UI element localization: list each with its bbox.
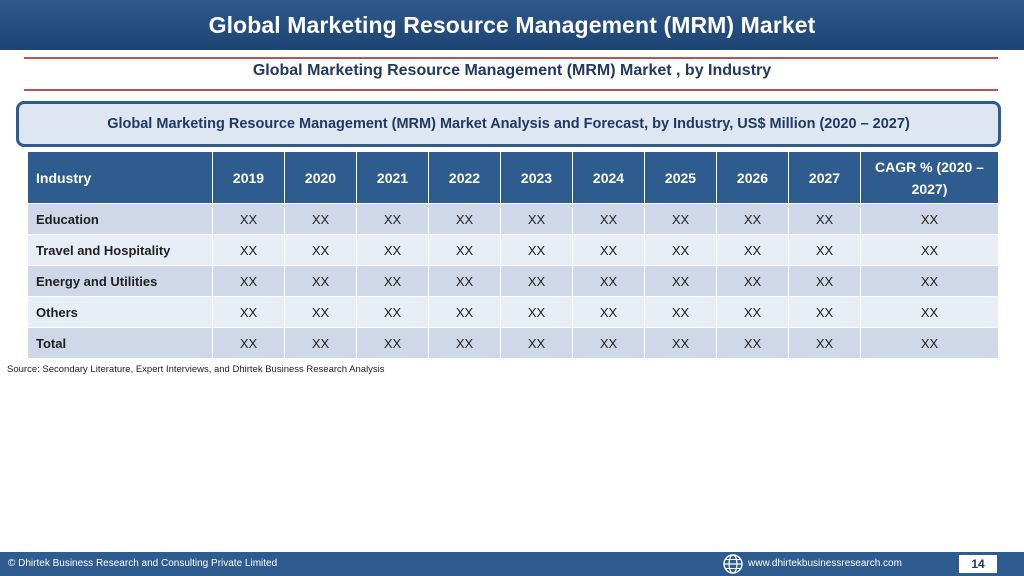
- table-cell: XX: [428, 296, 501, 328]
- table-cell: XX: [644, 265, 717, 297]
- table-row-energy-utilities: Energy and Utilities XX XX XX XX XX XX X…: [27, 265, 999, 297]
- column-header-2023: 2023: [500, 151, 573, 204]
- copyright-text: © Dhirtek Business Research and Consulti…: [8, 558, 278, 569]
- table-cell: XX: [500, 327, 573, 359]
- table-cell: XX: [428, 265, 501, 297]
- source-note: Source: Secondary Literature, Expert Int…: [7, 364, 385, 375]
- table-cell: XX: [356, 296, 429, 328]
- table-cell: XX: [788, 265, 861, 297]
- table-cell: XX: [644, 327, 717, 359]
- globe-icon: [722, 553, 744, 575]
- column-header-2022: 2022: [428, 151, 501, 204]
- row-label: Education: [27, 203, 213, 235]
- table-cell: XX: [716, 265, 789, 297]
- table-cell: XX: [572, 327, 645, 359]
- table-cell: XX: [860, 234, 999, 266]
- table-cell: XX: [572, 203, 645, 235]
- table-cell: XX: [788, 234, 861, 266]
- row-label: Energy and Utilities: [27, 265, 213, 297]
- table-cell: XX: [716, 296, 789, 328]
- table-cell: XX: [212, 296, 285, 328]
- table-cell: XX: [284, 296, 357, 328]
- row-label: Others: [27, 296, 213, 328]
- table-cell: XX: [356, 327, 429, 359]
- table-cell: XX: [212, 203, 285, 235]
- table-cell: XX: [284, 327, 357, 359]
- title-bar: Global Marketing Resource Management (MR…: [0, 0, 1024, 50]
- table-row-others: Others XX XX XX XX XX XX XX XX XX XX: [27, 296, 999, 328]
- table-cell: XX: [860, 327, 999, 359]
- column-header-2020: 2020: [284, 151, 357, 204]
- table-cell: XX: [572, 296, 645, 328]
- column-header-2024: 2024: [572, 151, 645, 204]
- table-cell: XX: [356, 203, 429, 235]
- table-row-education: Education XX XX XX XX XX XX XX XX XX XX: [27, 203, 999, 235]
- table-cell: XX: [428, 234, 501, 266]
- section-subtitle: Global Marketing Resource Management (MR…: [252, 62, 772, 79]
- table-cell: XX: [428, 203, 501, 235]
- table-cell: XX: [500, 234, 573, 266]
- top-divider: [24, 57, 998, 59]
- website-link[interactable]: www.dhirtekbusinessresearch.com: [748, 558, 902, 569]
- table-cell: XX: [356, 234, 429, 266]
- row-label: Travel and Hospitality: [27, 234, 213, 266]
- table-cell: XX: [644, 203, 717, 235]
- table-row-total: Total XX XX XX XX XX XX XX XX XX XX: [27, 327, 999, 359]
- row-label: Total: [27, 327, 213, 359]
- table-cell: XX: [788, 327, 861, 359]
- table-cell: XX: [356, 265, 429, 297]
- table-cell: XX: [284, 234, 357, 266]
- table-cell: XX: [716, 203, 789, 235]
- table-cell: XX: [644, 296, 717, 328]
- table-cell: XX: [428, 327, 501, 359]
- column-header-2027: 2027: [788, 151, 861, 204]
- table-cell: XX: [788, 203, 861, 235]
- bottom-divider: [24, 89, 998, 91]
- industry-forecast-table: Industry 2019 2020 2021 2022 2023 2024 2…: [27, 151, 999, 359]
- table-cell: XX: [284, 265, 357, 297]
- table-cell: XX: [212, 327, 285, 359]
- table-cell: XX: [212, 265, 285, 297]
- table-cell: XX: [860, 203, 999, 235]
- table-cell: XX: [212, 234, 285, 266]
- column-header-2021: 2021: [356, 151, 429, 204]
- table-caption: Global Marketing Resource Management (MR…: [107, 116, 910, 132]
- table-caption-banner: Global Marketing Resource Management (MR…: [16, 101, 1001, 147]
- table-cell: XX: [716, 234, 789, 266]
- page-title: Global Marketing Resource Management (MR…: [208, 11, 816, 38]
- table-cell: XX: [644, 234, 717, 266]
- table-cell: XX: [788, 296, 861, 328]
- table-cell: XX: [860, 296, 999, 328]
- table-cell: XX: [500, 265, 573, 297]
- table-cell: XX: [860, 265, 999, 297]
- table-cell: XX: [716, 327, 789, 359]
- column-header-cagr: CAGR % (2020 – 2027): [860, 151, 999, 204]
- table-row-travel-hospitality: Travel and Hospitality XX XX XX XX XX XX…: [27, 234, 999, 266]
- table-cell: XX: [284, 203, 357, 235]
- column-header-2026: 2026: [716, 151, 789, 204]
- table-cell: XX: [572, 234, 645, 266]
- page-number: 14: [959, 555, 997, 573]
- table-header-row: Industry 2019 2020 2021 2022 2023 2024 2…: [27, 151, 999, 204]
- footer-bar: © Dhirtek Business Research and Consulti…: [0, 552, 1024, 576]
- column-header-2025: 2025: [644, 151, 717, 204]
- column-header-industry: Industry: [27, 151, 213, 204]
- table-cell: XX: [500, 203, 573, 235]
- table-cell: XX: [500, 296, 573, 328]
- column-header-2019: 2019: [212, 151, 285, 204]
- table-cell: XX: [572, 265, 645, 297]
